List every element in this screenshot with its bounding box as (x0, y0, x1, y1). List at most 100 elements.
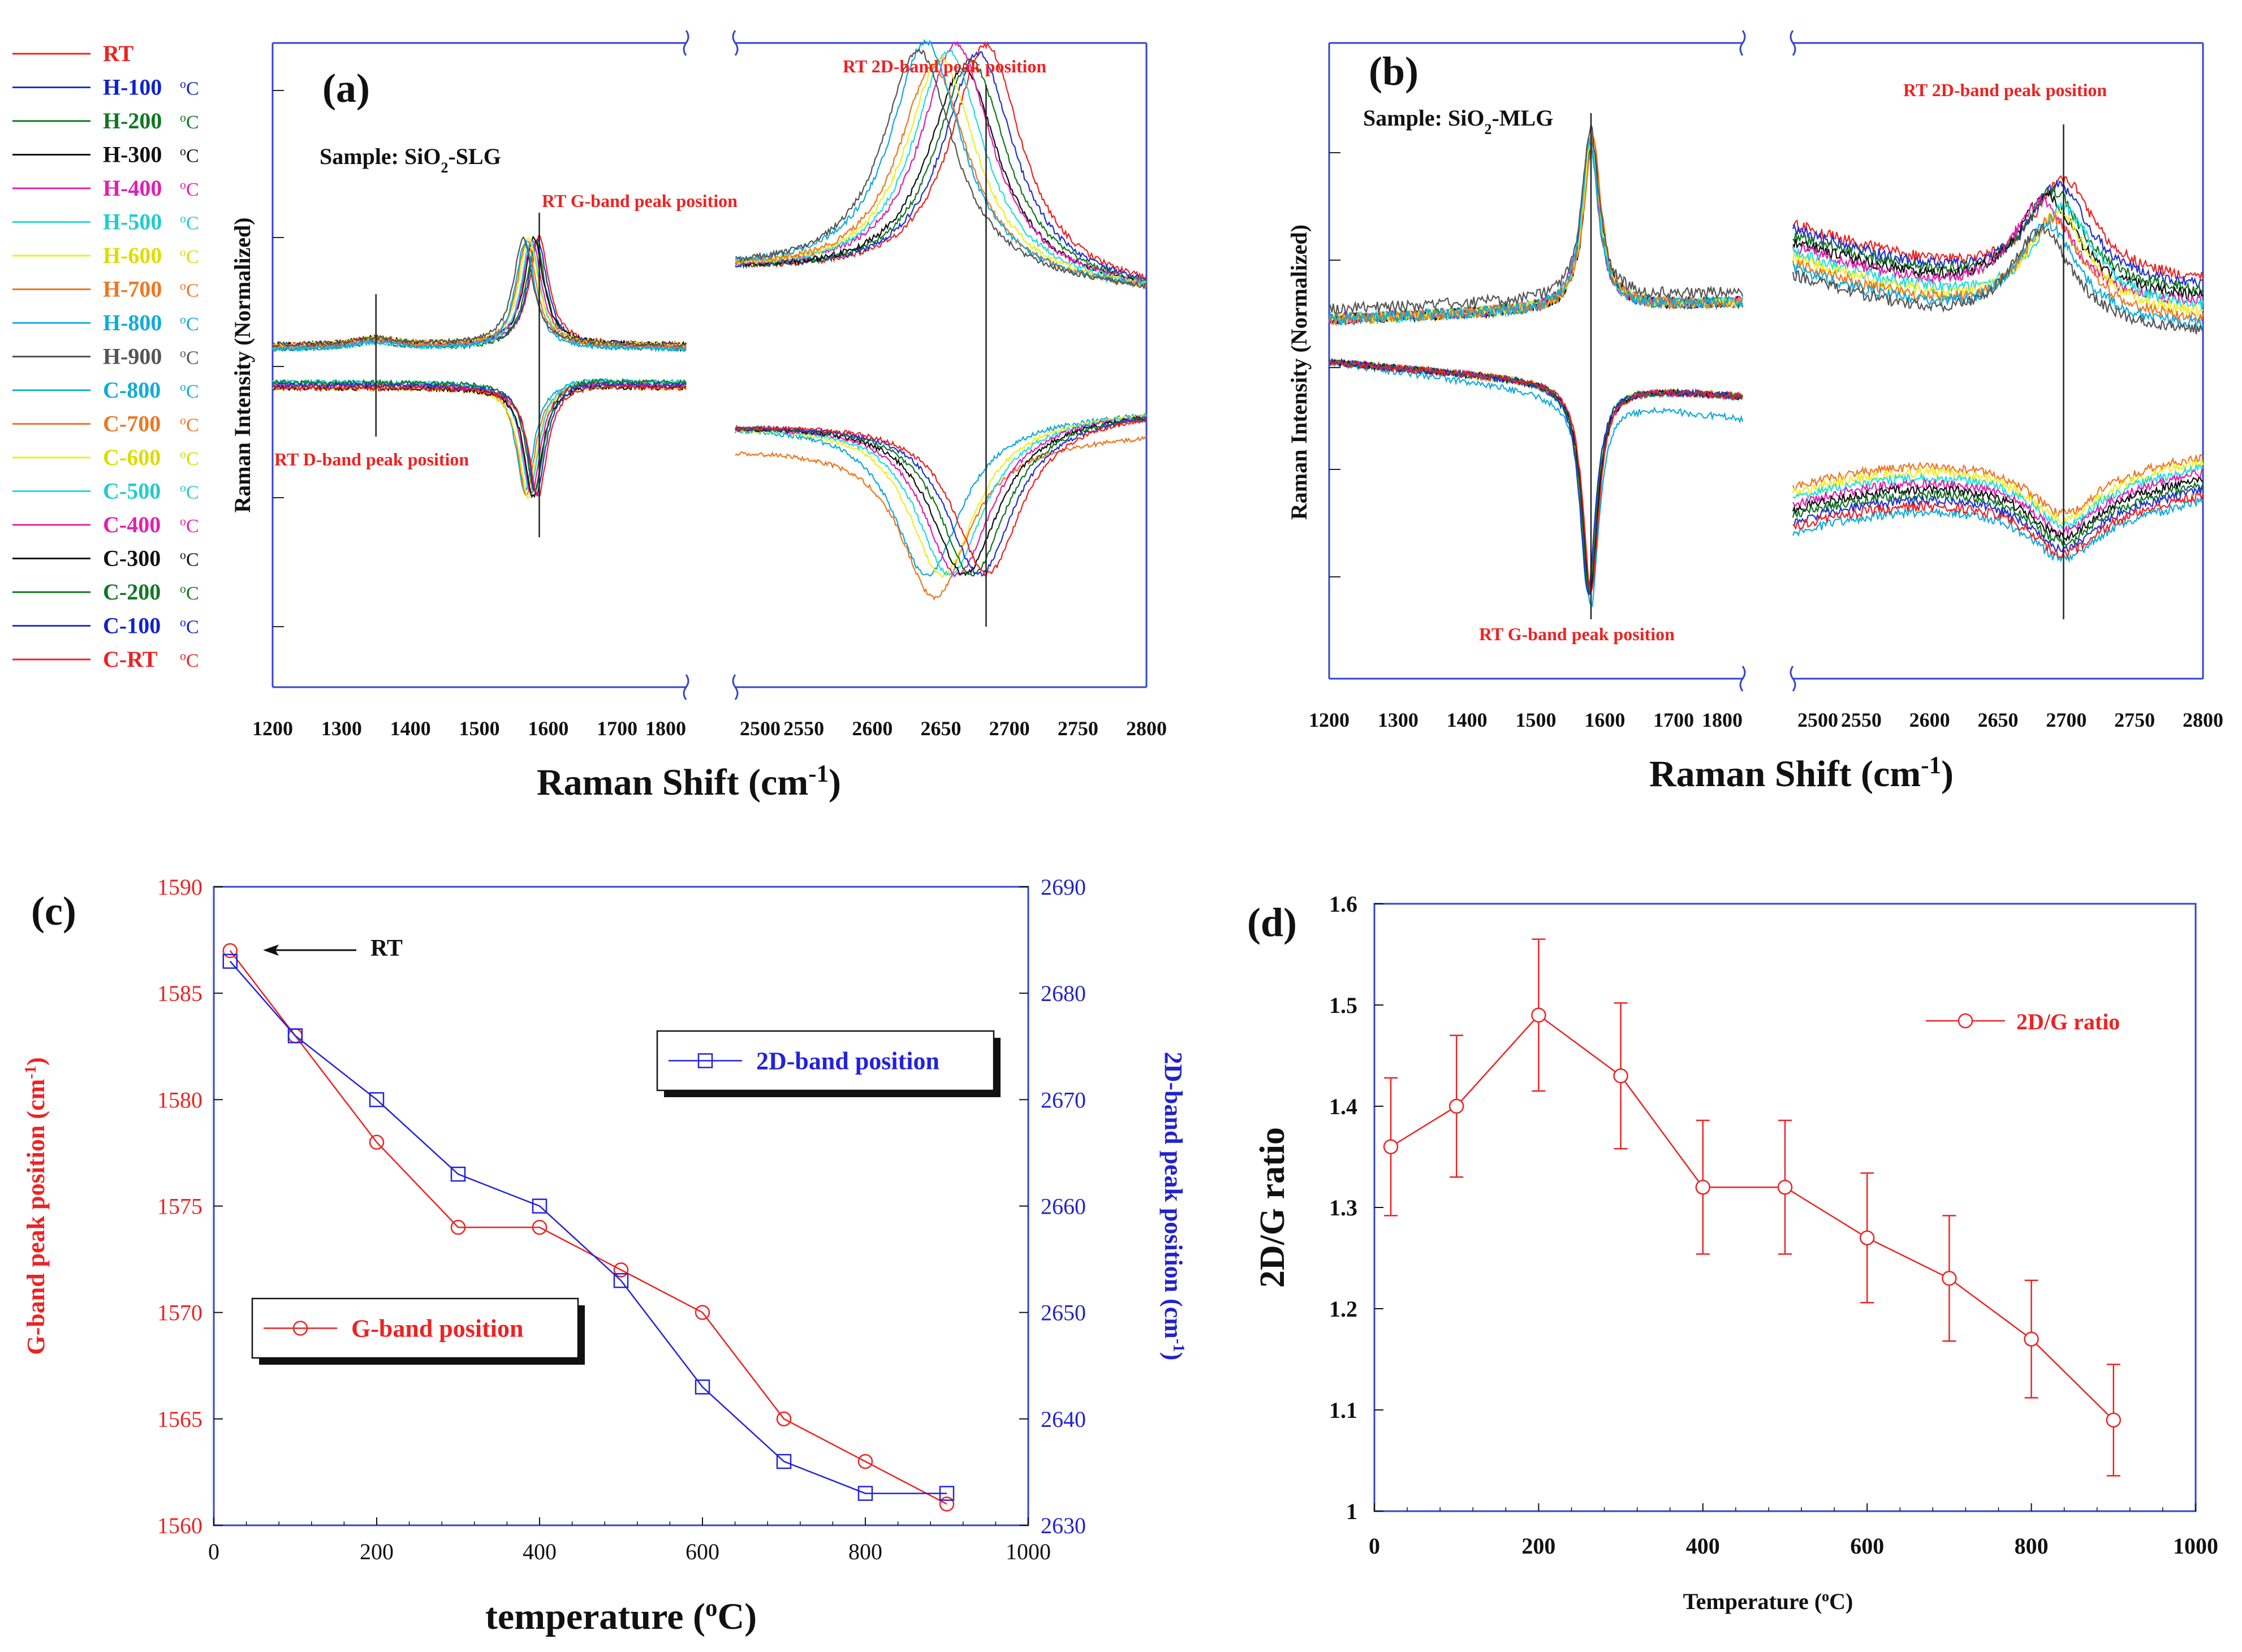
spectrum-heat-2d (1792, 179, 2204, 289)
x-tick-label: 2550 (783, 717, 824, 740)
legend-unit: oC (180, 413, 199, 436)
legend-unit: oC (180, 447, 199, 470)
y-tick-label: 1.3 (1329, 1195, 1357, 1220)
spectrum-heat-g (1328, 137, 1744, 326)
x-tick-label: 1500 (1516, 709, 1557, 731)
legend-label-h-500: H-500 (103, 209, 162, 235)
y-tick-label-left: 1585 (157, 981, 202, 1006)
legend-label-h-100: H-100 (103, 75, 162, 100)
legend-marker (292, 1321, 308, 1336)
y-tick-label-left: 1580 (157, 1087, 202, 1112)
legend-label-h-900: H-900 (103, 344, 162, 369)
spectrum-heat-g (272, 240, 687, 352)
legend-unit: oC (180, 211, 199, 234)
spectrum-cool-2d (1792, 485, 2204, 553)
annotation-2d: RT 2D-band peak position (843, 56, 1046, 76)
x-tick-label: 1300 (321, 717, 362, 740)
spectrum-heat-2d (735, 41, 1147, 281)
spectrum-heat-g (272, 240, 687, 351)
spectrum-heat-2d (1792, 208, 2204, 317)
y-tick-label: 1.6 (1329, 891, 1357, 917)
x-tick-label: 2650 (1978, 709, 2019, 731)
spectrum-heat-g (272, 236, 687, 348)
x-tick-label: 2550 (1841, 709, 1882, 731)
x-tick-label: 1500 (459, 717, 500, 740)
y-axis-label: Raman Intensity (Normalized) (230, 217, 255, 512)
x-tick-label: 1000 (1006, 1539, 1051, 1564)
2d-band-point (695, 1379, 710, 1395)
legend-label: 2D-band position (756, 1047, 939, 1075)
spectrum-heat-g (272, 238, 687, 351)
x-tick-label: 2700 (2046, 709, 2086, 731)
2d-band-point (222, 954, 238, 969)
spectrum-heat-2d (1792, 213, 2204, 324)
y-axis-label: 2D/G ratio (1253, 1127, 1292, 1288)
g-band-point (222, 943, 238, 959)
legend-unit: oC (180, 649, 199, 672)
legend-marker (1958, 1013, 1973, 1029)
y-tick-label-left: 1565 (157, 1407, 202, 1432)
series-line-2d (229, 960, 947, 1494)
y-tick-label: 1 (1346, 1499, 1357, 1524)
spectrum-heat-g (272, 235, 687, 348)
y-tick-label-left: 1570 (157, 1300, 202, 1326)
y-tick-label-left: 1575 (157, 1194, 202, 1219)
plot-frame (213, 886, 1029, 1526)
spectrum-cool-2d (735, 415, 1147, 578)
panel-b: 1200 1300 1400 1500 1600 1700 1800 2500 2550 2600… (1286, 30, 2223, 795)
legend-label-h-800: H-800 (103, 310, 162, 335)
ratio-point (1613, 1068, 1628, 1084)
x-axis-label: Temperature (oC) (1683, 1588, 1853, 1615)
2d-band-point (450, 1166, 466, 1182)
spectrum-cool-2d (1792, 468, 2204, 536)
annotation-g: RT G-band peak position (1479, 624, 1675, 644)
panel-a: 1200 1300 1400 1500 1600 1700 1800 2500 2550 2600… (230, 30, 1167, 804)
spectrum-cool-2d (1792, 498, 2204, 563)
spectrum-cool-g (1328, 357, 1743, 597)
y-tick-label-left: 1590 (157, 874, 202, 900)
legend-unit: oC (180, 312, 199, 335)
spectrum-cool-2d (1792, 454, 2204, 517)
spectrum-cool-g (272, 378, 687, 491)
ratio-point (1942, 1271, 1957, 1286)
y-tick-label: 1.4 (1329, 1094, 1357, 1119)
spectrum-cool-2d (734, 419, 1147, 576)
spectrum-cool-g (271, 381, 687, 494)
legend-label: G-band position (351, 1315, 523, 1343)
legend-unit: oC (180, 480, 199, 503)
g-band-point (695, 1305, 710, 1320)
legend-marker (697, 1053, 713, 1068)
series-line-g (229, 950, 947, 1505)
x-tick-label: 1300 (1378, 709, 1419, 731)
sample-label: Sample: SiO2-SLG (320, 144, 501, 176)
spectrum-cool-g (272, 380, 687, 497)
g-band-point (857, 1453, 873, 1469)
spectrum-cool-g (272, 378, 687, 491)
x-axis-label: Raman Shift (cm-1) (537, 761, 841, 804)
x-tick-label: 2500 (1797, 709, 1838, 731)
legend-label-c-rt: C-RT (103, 646, 158, 672)
x-tick-label: 600 (685, 1539, 719, 1564)
spectrum-cool-2d (734, 413, 1147, 577)
panel-label: (c) (31, 888, 76, 934)
spectrum-cool-g (272, 378, 687, 495)
sample-label: Sample: SiO2-MLG (1363, 105, 1553, 137)
ratio-line (1390, 1014, 2114, 1421)
axis-break-mark (732, 30, 739, 56)
g-band-point (450, 1219, 466, 1235)
spectrum-heat-g (272, 239, 687, 351)
x-tick-label: 1600 (1584, 709, 1625, 731)
legend-unit: oC (180, 581, 199, 605)
g-band-point (369, 1135, 385, 1150)
legend-box: 2D-band position (656, 1030, 1001, 1097)
legend-label-c-100: C-100 (103, 613, 161, 639)
spectrum-heat-g (1329, 124, 1744, 317)
spectrum-cool-g (272, 383, 687, 499)
spectrum-cool-2d (735, 416, 1147, 577)
x-tick-label: 1200 (252, 717, 293, 740)
axis-break-mark (1739, 30, 1746, 56)
legend-label-c-400: C-400 (103, 512, 161, 537)
x-tick-label: 0 (208, 1539, 219, 1564)
2d-band-point (857, 1486, 873, 1501)
annotation-2d: RT 2D-band peak position (1903, 80, 2107, 100)
